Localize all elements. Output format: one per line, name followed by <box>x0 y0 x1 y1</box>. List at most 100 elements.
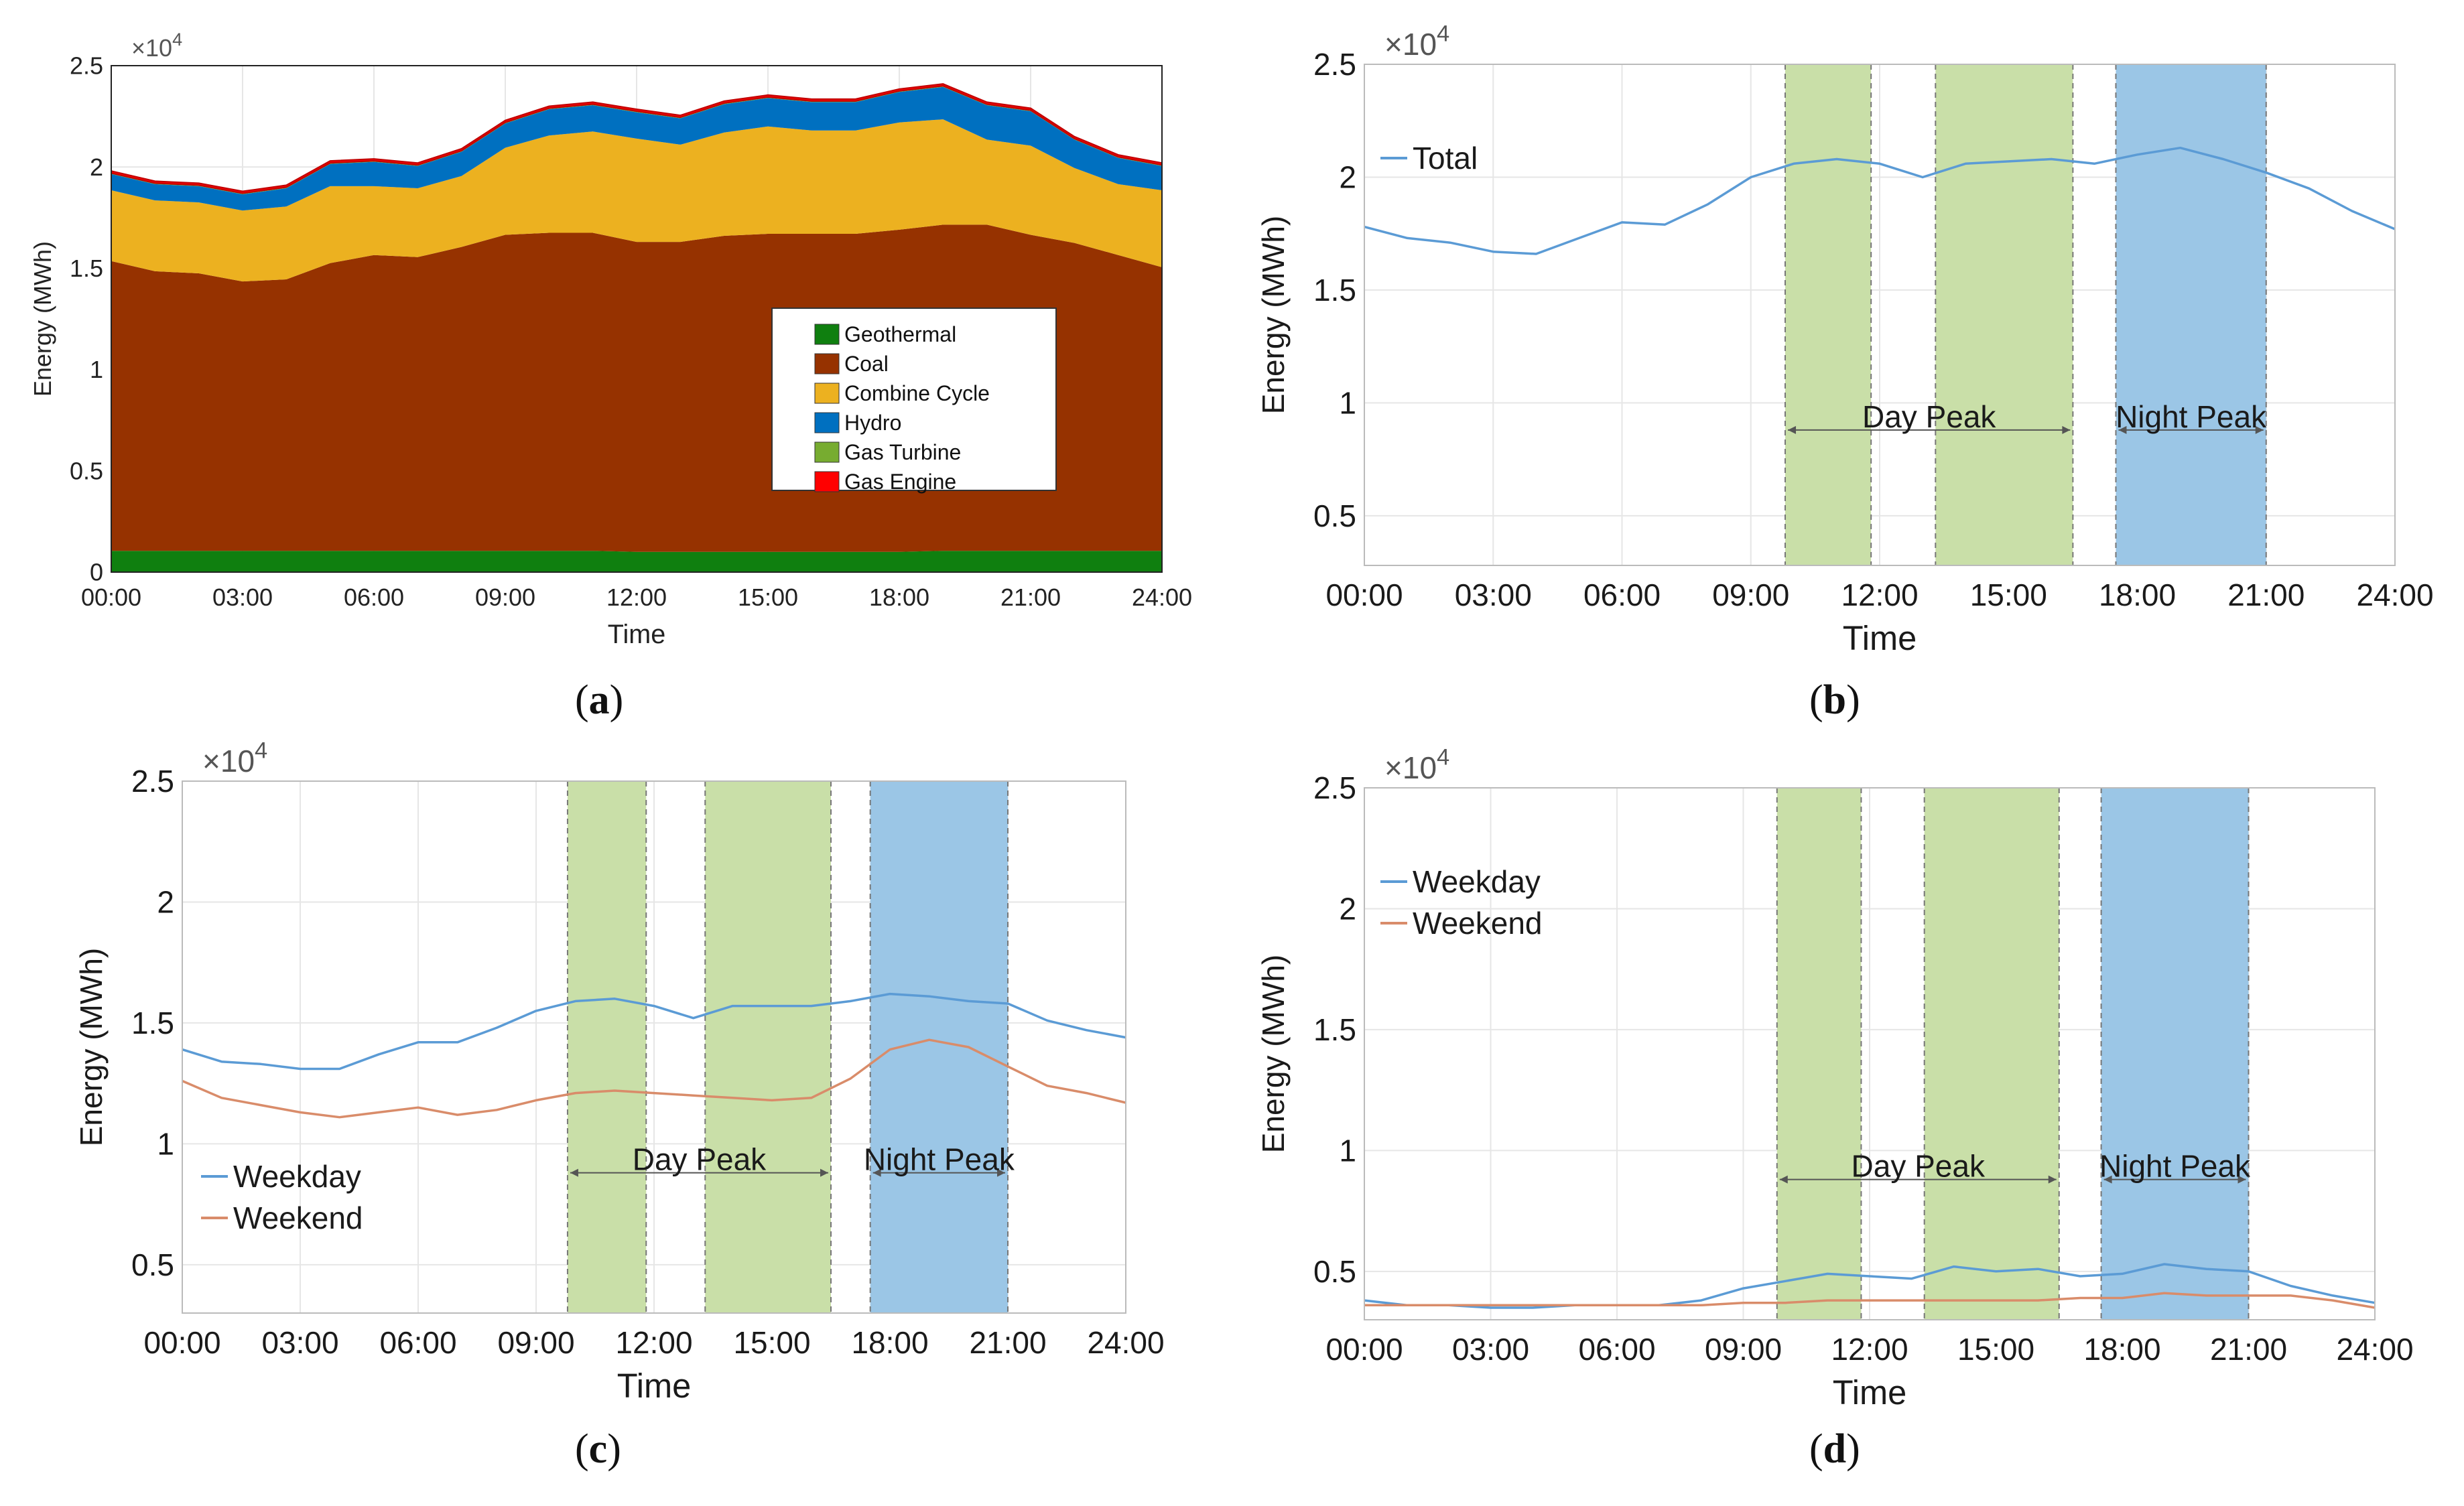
x-tick-label: 15:00 <box>1957 1332 2034 1367</box>
annotation-word: Night <box>2099 1149 2180 1184</box>
legend-label: Weekday <box>1413 864 1541 899</box>
x-tick-label: 06:00 <box>379 1325 456 1360</box>
y-exponent-power: 4 <box>172 29 182 50</box>
y-tick-label: 1.5 <box>1313 273 1356 307</box>
axes-frame <box>111 65 1163 573</box>
x-tick-label: 18:00 <box>869 584 929 611</box>
legend-label: Combine Cycle <box>844 381 990 405</box>
y-tick-label: 0.5 <box>1313 498 1356 533</box>
peak-band-1 <box>1785 64 1872 565</box>
y-tick-label: 0.5 <box>1313 1254 1356 1289</box>
arrow-head <box>820 1168 828 1177</box>
x-tick-label: 09:00 <box>1705 1332 1782 1367</box>
x-axis-label: Time <box>1843 619 1917 657</box>
arrow-head <box>2255 425 2264 434</box>
y-tick-label: 1 <box>1339 1133 1356 1168</box>
legend-swatch <box>814 412 840 433</box>
series-line-weekend <box>182 1038 1126 1119</box>
x-tick-label: 18:00 <box>2083 1332 2160 1367</box>
y-tick-label: 0 <box>90 559 103 586</box>
legend-swatch <box>814 441 840 463</box>
x-tick-label: 24:00 <box>1087 1325 1164 1360</box>
legend-swatch <box>814 383 840 404</box>
legend-label: Geothermal <box>844 322 956 346</box>
caption-d: (d) <box>1809 1426 1860 1472</box>
axes-frame <box>1364 787 2376 1320</box>
y-tick-label: 1 <box>1339 386 1356 421</box>
y-tick-label: 2 <box>1339 892 1356 927</box>
y-exponent-power: 4 <box>1437 21 1449 46</box>
series-line-weekday <box>182 992 1126 1071</box>
peak-band-3 <box>2116 64 2266 565</box>
arrow-head <box>2048 1175 2057 1184</box>
arrow-head <box>872 1168 881 1177</box>
annotation-word: Night <box>864 1142 944 1177</box>
y-exponent-label: ×104 <box>131 29 182 62</box>
peak-band-1 <box>1776 788 1862 1320</box>
x-tick-label: 24:00 <box>1132 584 1192 611</box>
chart-b: 00:00 03:00 06:00 09:00 12:00 15:00 18:00 21:00… <box>1256 21 2434 657</box>
arrow-head <box>997 1168 1005 1177</box>
y-axis-label: Energy (MWh) <box>74 948 109 1146</box>
x-tick-label: 00:00 <box>1325 577 1403 612</box>
x-tick-label: 15:00 <box>738 584 798 611</box>
legend-swatch <box>814 353 840 374</box>
series-line-weekday <box>1364 1263 2376 1309</box>
legend-label: Total <box>1413 141 1478 176</box>
y-tick-label: 2.5 <box>70 52 103 80</box>
peak-band-2 <box>1935 64 2073 565</box>
x-tick-label: 15:00 <box>733 1325 810 1360</box>
night-peak-label: Night Peak <box>2116 399 2267 434</box>
x-tick-label: 12:00 <box>615 1325 692 1360</box>
y-tick-label: 0.5 <box>70 457 103 484</box>
legend-label: Weekend <box>233 1201 363 1235</box>
x-tick-label: 21:00 <box>1000 584 1061 611</box>
y-tick-label: 1.5 <box>70 255 103 282</box>
y-tick-label: 1.5 <box>131 1006 174 1040</box>
x-tick-label: 12:00 <box>1841 577 1918 612</box>
x-tick-label: 03:00 <box>261 1325 338 1360</box>
night-peak-label: Night Peak <box>2099 1149 2251 1184</box>
y-exponent-label: ×104 <box>1384 21 1449 62</box>
y-tick-label: 2 <box>90 153 103 181</box>
annotation-word: Peak <box>944 1142 1015 1177</box>
legend-label: Weekend <box>1413 906 1543 941</box>
x-tick-label: 00:00 <box>143 1325 220 1360</box>
chart-a: 00:00 03:00 06:00 09:00 12:00 15:00 18:00 21:00… <box>29 29 1192 649</box>
annotation-word: Day <box>633 1142 696 1177</box>
x-tick-label: 12:00 <box>1831 1332 1908 1367</box>
arrow-head <box>2062 425 2071 434</box>
peak-band-2 <box>1924 788 2059 1320</box>
y-axis-label: Energy (MWh) <box>1256 955 1291 1153</box>
y-tick-label: 2.5 <box>131 764 174 799</box>
annotation-word: Peak <box>2180 1149 2251 1184</box>
x-tick-label: 24:00 <box>2356 577 2433 612</box>
x-axis-label: Time <box>608 620 665 649</box>
x-tick-label: 09:00 <box>475 584 535 611</box>
x-axis-label: Time <box>617 1367 692 1405</box>
legend-label: Weekday <box>233 1159 361 1194</box>
y-tick-label: 2.5 <box>1313 47 1356 82</box>
area-geothermal <box>111 551 1162 572</box>
x-tick-label: 12:00 <box>606 584 667 611</box>
chart-c: 00:00 03:00 06:00 09:00 12:00 15:00 18:00 21:00… <box>74 738 1165 1405</box>
series-line-total <box>1364 146 2396 255</box>
peak-band-3 <box>870 781 1008 1313</box>
day-peak-label: Day Peak <box>1862 399 1996 434</box>
legend-label: Gas Turbine <box>844 440 961 464</box>
x-tick-label: 00:00 <box>1325 1332 1403 1367</box>
arrow-head <box>570 1168 578 1177</box>
caption-c: (c) <box>575 1426 621 1472</box>
legend-swatch <box>814 471 840 492</box>
annotation-word: Peak <box>2196 399 2267 434</box>
x-tick-label: 00:00 <box>81 584 141 611</box>
x-tick-label: 06:00 <box>1583 577 1661 612</box>
legend-swatch <box>814 324 840 345</box>
annotation-word: Peak <box>1926 399 1997 434</box>
night-peak-label: Night Peak <box>864 1142 1015 1177</box>
x-tick-label: 24:00 <box>2336 1332 2413 1367</box>
arrow-head <box>2238 1175 2246 1184</box>
legend-label: Coal <box>844 352 889 376</box>
y-tick-label: 2 <box>1339 160 1356 195</box>
